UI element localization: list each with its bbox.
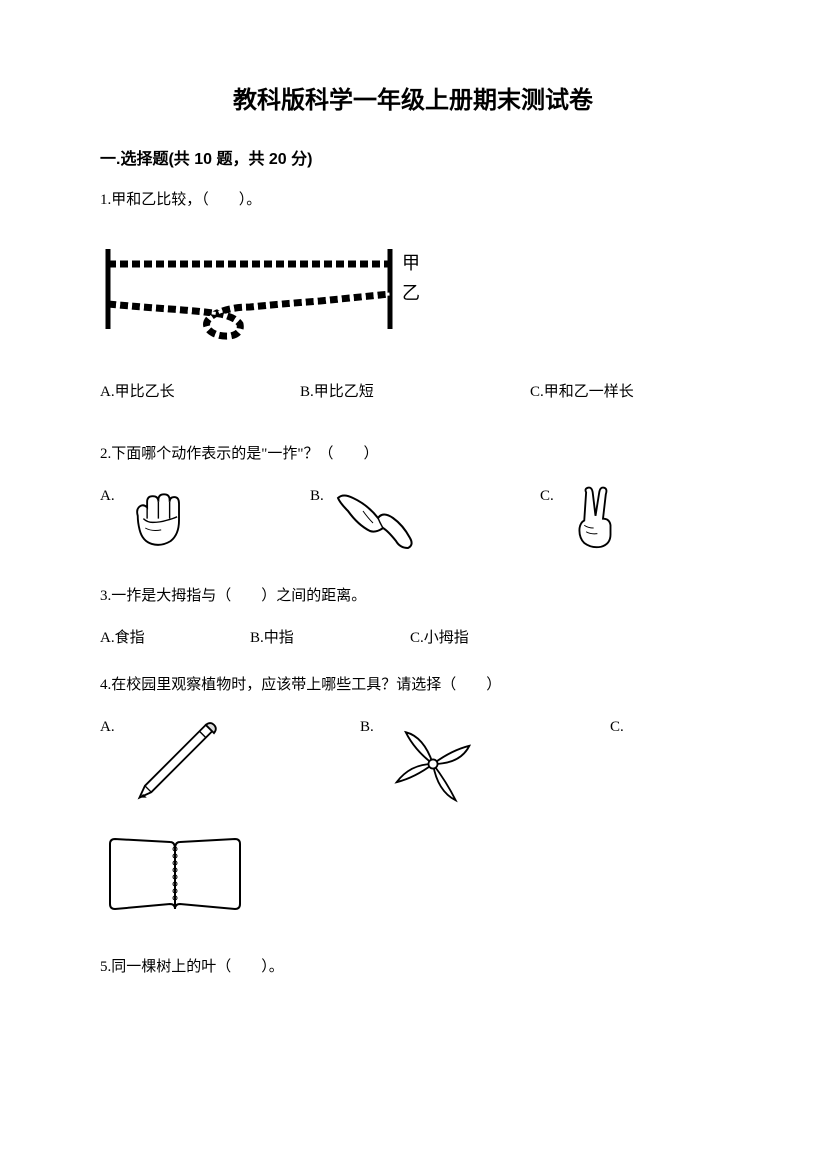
q1-text: 1.甲和乙比较，（ ）。 — [100, 187, 726, 214]
q2-text: 2.下面哪个动作表示的是"一拃"？（ ） — [100, 441, 726, 468]
pinwheel-icon — [378, 714, 488, 814]
q1-options: A.甲比乙长 B.甲比乙短 C.甲和乙一样长 — [100, 379, 726, 406]
question-2: 2.下面哪个动作表示的是"一拃"？（ ） A. B. C. — [100, 441, 726, 558]
victory-hand-icon — [558, 483, 633, 558]
question-5: 5.同一棵树上的叶（ ）。 — [100, 954, 726, 981]
q4-text: 4.在校园里观察植物时，应该带上哪些工具？请选择（ ） — [100, 672, 726, 699]
question-3: 3.一拃是大拇指与（ ）之间的距离。 A.食指 B.中指 C.小拇指 — [100, 583, 726, 652]
page-title: 教科版科学一年级上册期末测试卷 — [100, 80, 726, 115]
q1-label-jia: 甲 — [402, 253, 420, 273]
span-hand-icon — [328, 483, 428, 553]
q2-optc-label: C. — [540, 483, 554, 510]
q1-option-c: C.甲和乙一样长 — [530, 379, 634, 406]
q3-option-a: A.食指 — [100, 625, 250, 652]
fist-icon — [119, 483, 194, 558]
question-1: 1.甲和乙比较，（ ）。 甲 乙 A.甲比乙长 B.甲比乙短 C.甲和乙一样长 — [100, 187, 726, 406]
q4-options: A. B. C. — [100, 714, 726, 814]
q1-option-a: A.甲比乙长 — [100, 379, 300, 406]
q5-text: 5.同一棵树上的叶（ ）。 — [100, 954, 726, 981]
q4-notebook — [100, 824, 726, 934]
q2-option-a: A. — [100, 483, 310, 558]
section-header: 一.选择题(共 10 题，共 20 分) — [100, 145, 726, 169]
q4-option-c: C. — [610, 714, 628, 741]
q1-figure: 甲 乙 — [100, 229, 726, 354]
q3-text: 3.一拃是大拇指与（ ）之间的距离。 — [100, 583, 726, 610]
q3-option-c: C.小拇指 — [410, 625, 469, 652]
question-4: 4.在校园里观察植物时，应该带上哪些工具？请选择（ ） A. B. — [100, 672, 726, 934]
q3-options: A.食指 B.中指 C.小拇指 — [100, 625, 726, 652]
q2-option-b: B. — [310, 483, 540, 553]
notebook-icon — [100, 824, 250, 924]
q1-option-b: B.甲比乙短 — [300, 379, 530, 406]
q4-opta-label: A. — [100, 714, 115, 741]
q2-optb-label: B. — [310, 483, 324, 510]
q2-opta-label: A. — [100, 483, 115, 510]
q2-options: A. B. C. — [100, 483, 726, 558]
q4-option-b: B. — [360, 714, 610, 814]
q3-option-b: B.中指 — [250, 625, 410, 652]
q1-label-yi: 乙 — [402, 283, 420, 303]
q4-optc-label: C. — [610, 714, 624, 741]
q2-option-c: C. — [540, 483, 633, 558]
q4-optb-label: B. — [360, 714, 374, 741]
pencil-icon — [119, 714, 229, 814]
q4-option-a: A. — [100, 714, 360, 814]
